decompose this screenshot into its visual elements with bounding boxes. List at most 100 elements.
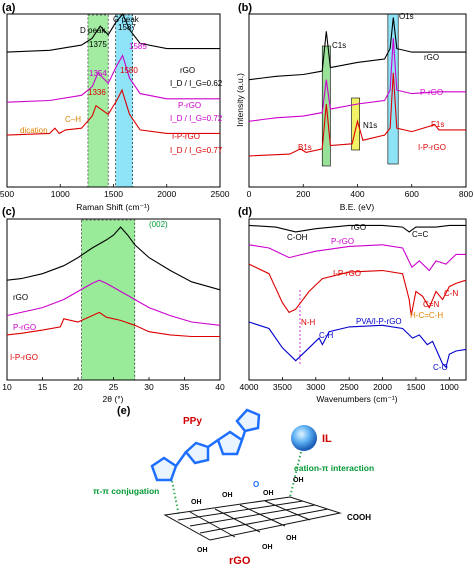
panel-d-series-label-prgo: P-rGO (331, 237, 354, 246)
panel-d-xlabel: Wavenumbers (cm⁻¹) (316, 394, 397, 404)
cation-pi-link (289, 451, 302, 498)
panel-b: (b) 0 200 400 600 800 B.E. (eV) Intensity (a… (235, 2, 473, 212)
panel-d-cn: C-N (444, 289, 458, 298)
panel-b-c1s: C1s (332, 41, 346, 50)
panel-c-xtick-label: 30 (144, 382, 154, 392)
panel-a-1587: 1587 (118, 23, 136, 32)
panel-d-xtick-label: 1000 (440, 382, 459, 392)
panel-d-ch: C-H (319, 331, 333, 340)
panel-d-xtick-label: 4000 (240, 382, 259, 392)
panel-a-highlight-d (87, 14, 109, 188)
panel-d-frame (248, 218, 467, 381)
panel-c-xtick-label: 15 (38, 382, 48, 392)
panel-c-series-label-prgo: P-rGO (13, 323, 36, 332)
panel-c-xtick-label: 20 (73, 382, 83, 392)
oh-top-3: OH (222, 492, 233, 499)
panel-a-series-p-rgo (6, 54, 220, 103)
panel-a-gpeak: G peak (113, 15, 140, 24)
panel-d-coh: C-OH (287, 233, 308, 242)
panel-c-series-label-rgo: rGO (13, 293, 28, 302)
rgo-sheet-icon (163, 496, 342, 541)
panel-d-co: C-O (433, 363, 448, 372)
panel-b-highlight-n (351, 97, 360, 151)
panel-c-label: (c) (2, 206, 16, 218)
panel-b-series-label-prgo: P-rGO (420, 88, 443, 97)
panel-b-series-p-rgo (248, 38, 466, 122)
panel-b-series-label-iprgo: I-P-rGO (418, 143, 446, 152)
panel-c-xtick-label: 35 (180, 382, 190, 392)
panel-c-002: (002) (149, 220, 168, 229)
panel-d-series-rgo (248, 224, 466, 233)
panel-a-xtick-label: 2500 (211, 189, 230, 199)
rgo-label: rGO (229, 555, 251, 567)
panel-e-label: (e) (117, 405, 131, 417)
panel-c-series-p-rgo (6, 279, 221, 326)
panel-a-ratio-iprgo: I_D / I_G=0.77 (170, 146, 223, 155)
panel-d-cn-double: C=N (423, 300, 439, 309)
panel-a-dication: dication (20, 126, 48, 135)
panel-d-xtick-label: 3000 (306, 382, 325, 392)
oh-top-2: OH (293, 477, 304, 484)
panel-a-label: (a) (2, 2, 16, 14)
cooh-label: COOH (347, 513, 371, 522)
panel-d-series-pva-i-p-rgo (248, 321, 467, 369)
panel-a-series-label-prgo: P-rGO (178, 101, 201, 110)
panel-d-xtick-label: 2500 (340, 382, 359, 392)
panel-d-hcch: H-C=C-H (410, 311, 443, 320)
panel-b-xlabel: B.E. (eV) (340, 202, 375, 212)
panel-b-label: (b) (238, 2, 252, 14)
il-label: IL (322, 433, 332, 445)
il-sphere-icon (291, 425, 317, 451)
panel-a-xtick-label: 500 (0, 189, 14, 199)
panel-b-series-i-p-rgo (248, 72, 466, 157)
panel-a-xtick-label: 1500 (104, 189, 123, 199)
panel-b-o1s: O1s (399, 12, 414, 21)
panel-d-label: (d) (238, 206, 252, 218)
panel-a-xtick-label: 2000 (157, 189, 176, 199)
panel-c-series-label-iprgo: I-P-rGO (10, 353, 38, 362)
panel-b-b1s: B1s (298, 143, 312, 152)
panel-c-xtick-label: 25 (109, 382, 119, 392)
panel-a-series-i-p-rgo (6, 88, 220, 136)
panel-e: (e) PPy IL π-π conjugation cation-π inte… (93, 405, 374, 567)
panel-a-ratio-prgo: I_D / I_G=0.72 (170, 114, 223, 123)
panel-c-xlabel: 2θ (°) (103, 394, 124, 404)
panel-d-xtick-label: 1500 (406, 382, 425, 392)
panel-d-nh: N-H (301, 318, 315, 327)
panel-a-xtick-label: 1000 (51, 189, 70, 199)
panel-b-series-label-rgo: rGO (424, 53, 439, 62)
panel-b-xtick-label: 0 (247, 189, 252, 199)
panel-b-xtick-label: 400 (350, 189, 364, 199)
panel-b-series-rgo (248, 17, 466, 81)
panel-b-f1s: F1s (431, 120, 444, 129)
panel-c-xtick-label: 40 (215, 382, 225, 392)
panel-d-xtick-label: 3500 (273, 382, 292, 392)
panel-d-series-p-rgo (248, 244, 466, 272)
panel-d-series-label-pva: PVA/I-P-rGO (356, 317, 402, 326)
panel-a-series-rgo (6, 12, 220, 53)
panel-a-highlight-g (115, 14, 133, 188)
panel-a-ch: C–H (65, 115, 81, 124)
pi-pi-link (171, 480, 180, 517)
oh-bottom-1: OH (197, 547, 208, 554)
panel-a-series-label-rgo: rGO (180, 66, 195, 75)
panel-c-series-rgo (6, 226, 221, 291)
panel-d-xtick-label: 2000 (373, 382, 392, 392)
panel-b-xtick-label: 800 (459, 189, 473, 199)
panel-a-xlabel: Raman Shift (cm⁻¹) (76, 202, 150, 212)
oh-bottom-2: OH (262, 544, 273, 551)
panel-d-series-label-rgo: rGO (351, 223, 366, 232)
ppy-label: PPy (183, 416, 202, 427)
pi-pi-label: π-π conjugation (93, 486, 159, 496)
cation-pi-label: cation-π interaction (294, 463, 374, 473)
panel-a-1336: 1336 (88, 88, 106, 97)
ppy-chain-icon (150, 408, 261, 482)
oh-top-4: OH (191, 499, 202, 506)
o-label: O (253, 480, 259, 489)
oh-bottom-3: OH (286, 535, 297, 542)
panel-c-highlight (81, 219, 136, 381)
panel-a-1585: 1585 (129, 42, 147, 51)
panel-d-cc: C=C (412, 230, 428, 239)
panel-a-dpeak: D peak (80, 26, 106, 35)
panel-c: (c) 10 15 20 25 30 35 40 2θ (°) (002) rGO P-rG… (2, 206, 225, 404)
